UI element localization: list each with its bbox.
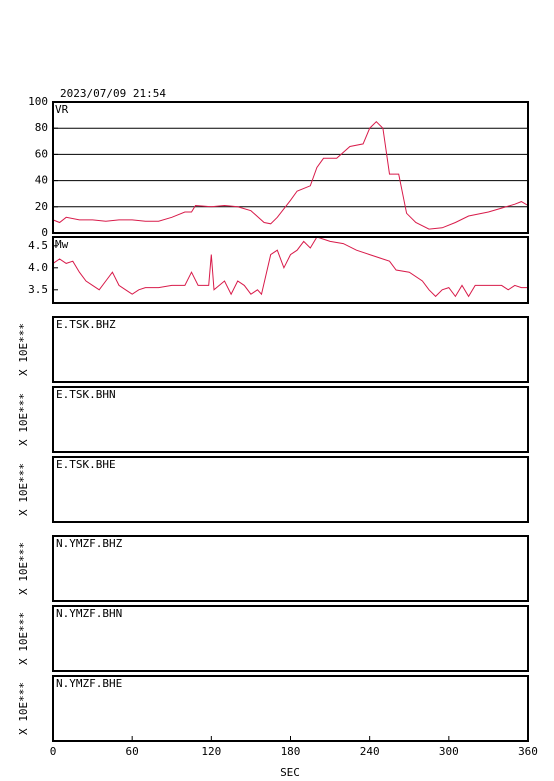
station-name: N.YMZF.BHE [56,677,122,690]
station-scale: X 10E*** [17,393,30,446]
panel-frame [52,236,529,304]
station-scale: X 10E*** [17,463,30,516]
data-line [52,120,529,230]
y-tick-label: 100 [28,95,48,108]
station-scale: X 10E*** [17,542,30,595]
data-line [52,236,528,298]
y-tick-label: 40 [35,174,48,187]
x-tick-label: 240 [360,745,380,758]
x-axis-label: SEC [280,766,300,779]
chart-title: 2023/07/09 21:54 [60,87,166,100]
station-frame [52,456,529,523]
station-scale: X 10E*** [17,682,30,735]
station-scale: X 10E*** [17,323,30,376]
panel-label: VR [55,103,69,116]
station-frame [52,675,529,742]
x-tick-label: 0 [50,745,57,758]
panel-frame [52,101,529,234]
x-tick-label: 60 [126,745,139,758]
y-tick-label: 20 [35,200,48,213]
station-frame [52,535,529,602]
station-name: E.TSK.BHN [56,388,116,401]
y-tick-label: 0 [41,226,48,239]
station-frame [52,605,529,672]
x-tick-label: 120 [201,745,221,758]
station-frame [52,386,529,453]
station-name: N.YMZF.BHN [56,607,122,620]
station-name: N.YMZF.BHZ [56,537,123,550]
y-tick-label: 4.5 [28,239,48,252]
y-tick-label: 3.5 [28,283,48,296]
station-frame [52,316,529,383]
station-name: E.TSK.BHE [56,458,116,471]
x-tick-label: 360 [518,745,538,758]
y-tick-label: 4.0 [28,261,48,274]
panel-label: Mw [55,238,69,251]
x-tick-label: 300 [439,745,459,758]
station-name: E.TSK.BHZ [56,318,116,331]
y-tick-label: 80 [35,121,48,134]
station-scale: X 10E*** [17,612,30,665]
y-tick-label: 60 [35,147,48,160]
x-tick-label: 180 [281,745,301,758]
